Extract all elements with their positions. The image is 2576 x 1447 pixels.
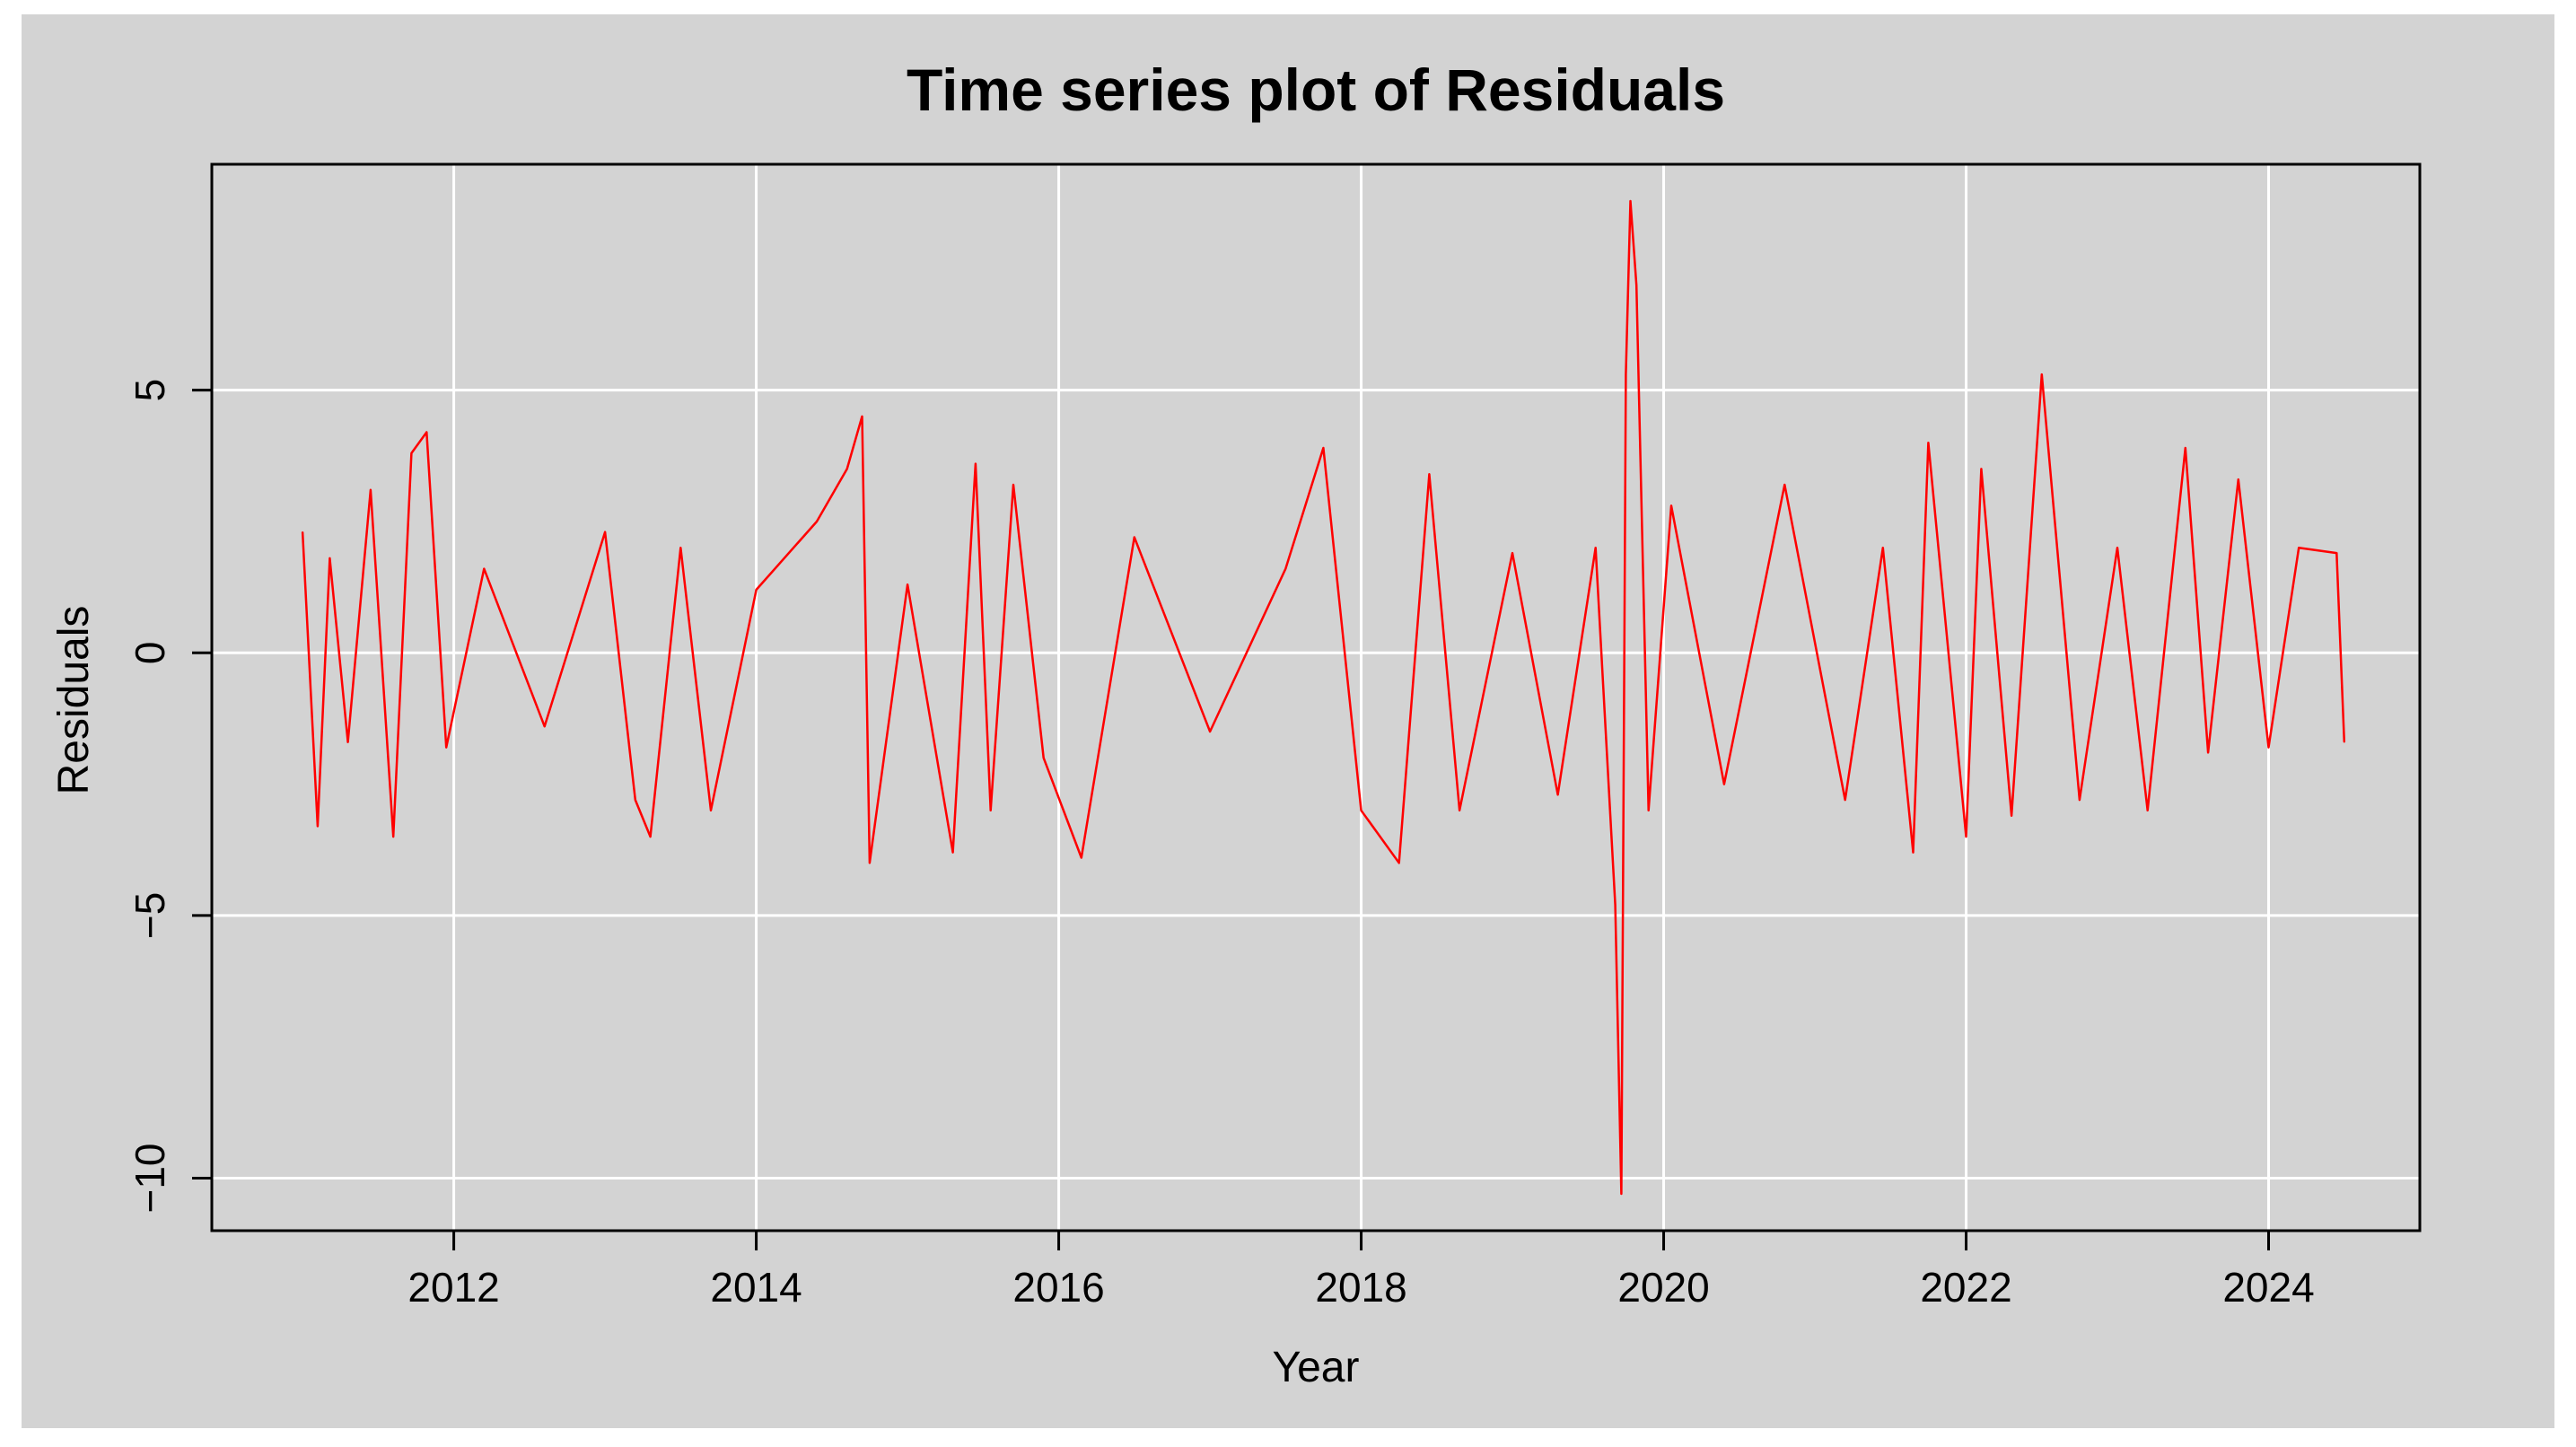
data-point	[2041, 373, 2043, 375]
data-point	[869, 862, 871, 864]
data-point	[649, 836, 652, 838]
data-point	[2011, 814, 2012, 817]
data-point	[1965, 836, 1967, 838]
data-point	[1844, 799, 1846, 801]
data-point	[1783, 484, 1786, 486]
data-point	[346, 741, 349, 743]
data-point	[1980, 468, 1983, 470]
x-axis: 2012 2014 2016 2018 2020 2022 2024	[407, 1229, 2315, 1311]
data-point	[2298, 547, 2300, 548]
data-point	[2207, 751, 2209, 754]
data-point	[329, 557, 331, 559]
data-point	[1614, 904, 1617, 906]
data-point	[1081, 856, 1082, 859]
data-point	[1322, 447, 1325, 449]
data-point	[635, 799, 636, 801]
x-tick-label: 2024	[2222, 1264, 2314, 1311]
data-point	[1635, 284, 1637, 286]
data-point	[1012, 484, 1014, 486]
data-point	[1927, 442, 1930, 444]
x-tick-label: 2018	[1315, 1264, 1406, 1311]
data-point	[1134, 536, 1135, 539]
data-point	[317, 825, 319, 828]
data-point	[2238, 478, 2239, 480]
data-point	[445, 746, 448, 749]
data-point	[1360, 810, 1362, 811]
y-tick-label: 0	[127, 642, 173, 665]
data-point	[543, 725, 546, 727]
data-point	[483, 567, 486, 570]
data-point	[2146, 810, 2149, 811]
data-point	[755, 589, 758, 591]
data-point	[1428, 473, 1431, 476]
data-point	[392, 836, 395, 838]
data-point	[1209, 731, 1211, 732]
series-layer	[301, 199, 2346, 1196]
data-point	[816, 521, 818, 522]
data-point	[1625, 373, 1627, 375]
chart-background	[22, 14, 2554, 1428]
x-tick-label: 2020	[1617, 1264, 1709, 1311]
data-point	[951, 851, 954, 854]
data-point	[2079, 799, 2081, 801]
data-point	[1511, 552, 1513, 554]
data-point	[1620, 1193, 1623, 1195]
data-point	[1594, 547, 1597, 548]
data-point	[679, 547, 682, 548]
data-point	[989, 810, 992, 811]
y-axis-label: Residuals	[50, 606, 98, 795]
data-point	[2335, 552, 2338, 554]
data-point	[1042, 757, 1045, 759]
data-point	[1629, 200, 1632, 202]
data-point	[370, 489, 372, 491]
data-point	[2185, 447, 2186, 449]
data-point	[1647, 810, 1650, 811]
data-point	[1556, 794, 1559, 796]
data-point	[846, 468, 848, 470]
x-axis-label: Year	[1273, 1344, 1360, 1391]
data-point	[2116, 547, 2118, 548]
data-point	[907, 583, 908, 585]
data-point	[710, 810, 712, 811]
data-point	[1459, 810, 1460, 811]
data-point	[975, 462, 977, 465]
x-tick-label: 2022	[1920, 1264, 2011, 1311]
y-tick-label: 5	[127, 379, 173, 402]
x-tick-label: 2016	[1012, 1264, 1104, 1311]
series-line-residuals	[301, 199, 2346, 1196]
grid-layer	[212, 164, 2420, 1231]
data-point	[1284, 567, 1287, 570]
data-point	[861, 416, 863, 417]
data-point	[425, 431, 428, 434]
data-point	[2267, 746, 2270, 749]
x-tick-label: 2012	[407, 1264, 499, 1311]
data-point	[410, 452, 413, 454]
data-point	[1670, 504, 1672, 507]
data-point	[1912, 851, 1914, 854]
data-point	[1882, 547, 1884, 548]
chart-title: Time series plot of Residuals	[907, 57, 1725, 123]
data-point	[2344, 741, 2345, 743]
data-point	[604, 531, 606, 533]
data-point	[302, 531, 303, 533]
y-axis: −10 −5 0 5	[127, 379, 214, 1214]
y-tick-label: −5	[127, 892, 173, 939]
y-tick-label: −10	[127, 1143, 173, 1213]
x-tick-label: 2014	[710, 1264, 802, 1311]
data-point	[1398, 862, 1400, 864]
data-point	[1723, 783, 1725, 785]
